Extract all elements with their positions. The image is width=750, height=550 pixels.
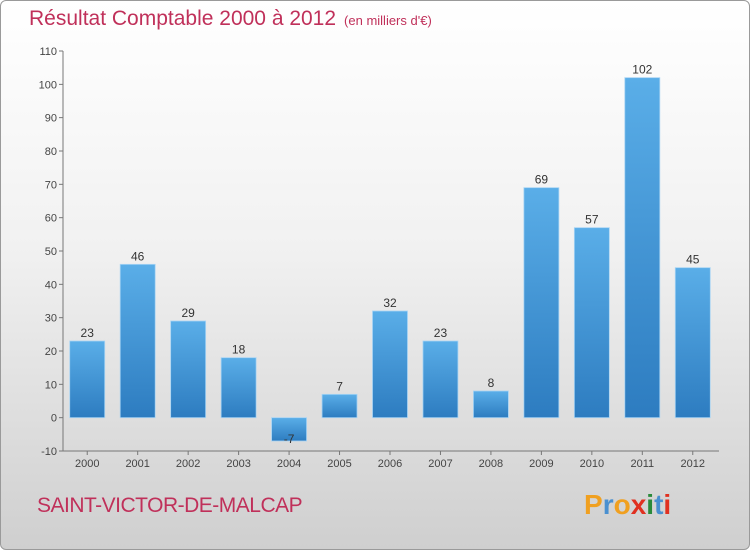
data-label: 23 xyxy=(81,326,95,340)
logo-letter: r xyxy=(602,489,614,520)
data-label: 8 xyxy=(488,376,495,390)
y-tick-label: 40 xyxy=(45,279,57,291)
data-label: 7 xyxy=(336,379,343,393)
x-tick-label: 2000 xyxy=(75,458,99,470)
data-label: 29 xyxy=(181,306,195,320)
logo-letter: P xyxy=(584,489,603,520)
bar xyxy=(624,77,661,419)
logo-letter: o xyxy=(613,489,631,520)
y-tick-label: 0 xyxy=(51,413,57,425)
logo-letter: t xyxy=(654,489,664,520)
bar xyxy=(372,310,408,419)
x-tick-label: 2008 xyxy=(479,458,503,470)
bar xyxy=(271,417,307,442)
data-label: 57 xyxy=(585,213,599,227)
bar xyxy=(473,390,509,419)
data-label: 46 xyxy=(131,249,145,263)
y-tick-label: 70 xyxy=(45,179,57,191)
data-label: -7 xyxy=(284,432,295,446)
x-tick-label: 2002 xyxy=(176,458,200,470)
x-tick-label: 2004 xyxy=(277,458,301,470)
x-tick-label: 2005 xyxy=(327,458,351,470)
data-label: 45 xyxy=(686,253,700,267)
data-label: 32 xyxy=(383,296,397,310)
x-tick-label: 2007 xyxy=(428,458,452,470)
bar xyxy=(321,393,358,419)
bar xyxy=(170,320,207,419)
y-tick-label: 80 xyxy=(45,146,57,158)
commune-name: SAINT-VICTOR-DE-MALCAP xyxy=(37,494,303,517)
bar xyxy=(220,357,257,419)
x-tick-label: 2003 xyxy=(226,458,250,470)
title-text: Résultat Comptable 2000 à 2012 xyxy=(29,7,337,30)
x-tick-label: 2010 xyxy=(580,458,604,470)
y-tick-label: 100 xyxy=(39,79,57,91)
data-label: 18 xyxy=(232,343,246,357)
bar xyxy=(674,267,711,419)
bar xyxy=(422,340,459,419)
bar xyxy=(573,227,610,419)
logo-letter: x xyxy=(630,489,647,520)
bar xyxy=(523,187,560,419)
data-label: 69 xyxy=(535,173,549,187)
x-tick-label: 2009 xyxy=(529,458,553,470)
subtitle-text: (en milliers d'€) xyxy=(344,13,432,28)
y-tick-label: 10 xyxy=(45,379,57,391)
y-tick-label: 30 xyxy=(45,313,57,325)
bar xyxy=(69,340,106,419)
x-tick-label: 2001 xyxy=(125,458,149,470)
y-tick-label: 60 xyxy=(45,213,57,225)
x-tick-label: 2006 xyxy=(378,458,402,470)
proxiti-logo: Proxiti xyxy=(584,489,671,521)
x-tick-label: 2012 xyxy=(681,458,705,470)
logo-letter: i xyxy=(663,489,672,520)
data-label: 102 xyxy=(632,63,652,77)
y-tick-label: 50 xyxy=(45,246,57,258)
bar xyxy=(119,263,156,419)
y-tick-label: -10 xyxy=(41,446,57,458)
x-tick-label: 2011 xyxy=(630,458,654,470)
y-tick-label: 20 xyxy=(45,346,57,358)
chart-title: Résultat Comptable 2000 à 2012 (en millie… xyxy=(29,7,432,31)
logo-letter: i xyxy=(646,489,655,520)
y-tick-label: 110 xyxy=(39,46,57,58)
y-tick-label: 90 xyxy=(45,113,57,125)
data-label: 23 xyxy=(434,326,448,340)
